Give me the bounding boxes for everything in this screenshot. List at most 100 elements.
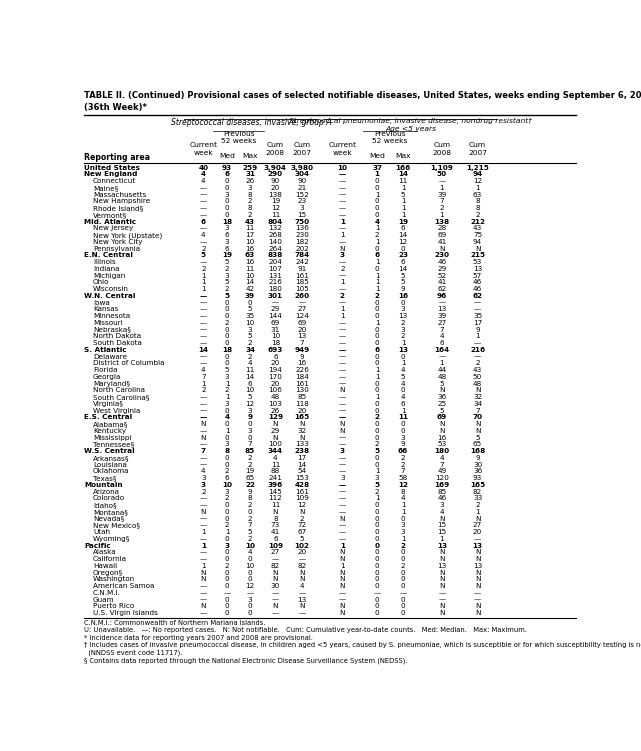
Text: 5: 5 — [401, 279, 405, 285]
Text: —: — — [339, 320, 346, 326]
Text: 131: 131 — [269, 273, 282, 279]
Text: 34: 34 — [245, 347, 255, 353]
Text: (NNDSS event code 11717).: (NNDSS event code 11717). — [84, 650, 183, 656]
Text: 0: 0 — [225, 306, 229, 312]
Text: North Dakota: North Dakota — [93, 333, 141, 339]
Text: —: — — [200, 496, 207, 502]
Text: 16: 16 — [246, 246, 254, 252]
Text: —: — — [200, 313, 207, 319]
Text: Guam: Guam — [93, 597, 115, 602]
Text: 112: 112 — [269, 496, 282, 502]
Text: 0: 0 — [375, 536, 379, 542]
Text: 103: 103 — [269, 401, 282, 407]
Text: —: — — [399, 590, 406, 596]
Text: 4: 4 — [375, 219, 379, 225]
Text: 32: 32 — [473, 394, 482, 400]
Text: N: N — [340, 246, 345, 252]
Text: 93: 93 — [473, 475, 482, 481]
Text: 75: 75 — [473, 232, 482, 238]
Text: N: N — [439, 246, 444, 252]
Text: 5: 5 — [225, 367, 229, 373]
Text: 2: 2 — [201, 266, 206, 272]
Text: 3: 3 — [340, 252, 345, 258]
Text: Nebraska§: Nebraska§ — [93, 327, 131, 333]
Text: —: — — [200, 590, 207, 596]
Text: 12: 12 — [271, 205, 280, 211]
Text: 107: 107 — [269, 266, 282, 272]
Text: —: — — [474, 354, 481, 360]
Text: 26: 26 — [246, 178, 254, 184]
Text: 17: 17 — [297, 455, 307, 461]
Text: 50: 50 — [473, 374, 482, 380]
Text: 2: 2 — [300, 516, 304, 522]
Text: N: N — [475, 556, 480, 562]
Text: 85: 85 — [437, 489, 446, 495]
Text: N: N — [299, 421, 305, 427]
Text: 0: 0 — [401, 603, 405, 609]
Text: 1: 1 — [225, 428, 229, 434]
Text: 3: 3 — [401, 327, 405, 333]
Text: N: N — [439, 603, 444, 609]
Text: 2008: 2008 — [266, 149, 285, 155]
Text: New Hampshire: New Hampshire — [93, 198, 150, 204]
Text: 3: 3 — [247, 185, 253, 191]
Text: 63: 63 — [473, 192, 482, 198]
Text: 0: 0 — [247, 570, 253, 576]
Text: 3: 3 — [225, 192, 229, 198]
Text: 216: 216 — [470, 347, 485, 353]
Text: 1: 1 — [375, 279, 379, 285]
Text: 14: 14 — [399, 266, 408, 272]
Text: —: — — [272, 300, 279, 306]
Text: 7: 7 — [247, 523, 253, 529]
Text: 12: 12 — [473, 178, 482, 184]
Text: 14: 14 — [246, 279, 254, 285]
Text: 2: 2 — [225, 563, 229, 569]
Text: 215: 215 — [470, 252, 485, 258]
Text: 2: 2 — [375, 442, 379, 448]
Text: 2: 2 — [401, 563, 405, 569]
Text: 57: 57 — [473, 273, 482, 279]
Text: 7: 7 — [201, 374, 206, 380]
Text: E.N. Central: E.N. Central — [84, 252, 133, 258]
Text: 20: 20 — [297, 550, 307, 556]
Text: N: N — [439, 610, 444, 616]
Text: 13: 13 — [437, 543, 447, 549]
Text: N: N — [439, 388, 444, 394]
Text: 268: 268 — [269, 232, 282, 238]
Text: 82: 82 — [297, 563, 307, 569]
Text: 241: 241 — [269, 475, 282, 481]
Text: 29: 29 — [271, 306, 280, 312]
Text: 6: 6 — [440, 340, 444, 346]
Text: —: — — [200, 442, 207, 448]
Text: 2: 2 — [247, 212, 253, 218]
Text: 82: 82 — [473, 489, 482, 495]
Text: —: — — [339, 286, 346, 292]
Text: 63: 63 — [245, 252, 255, 258]
Text: 43: 43 — [473, 225, 482, 231]
Text: W.S. Central: W.S. Central — [84, 448, 135, 454]
Text: 6: 6 — [273, 354, 278, 360]
Text: 7: 7 — [440, 198, 444, 204]
Text: Arkansas§: Arkansas§ — [93, 455, 129, 461]
Text: 0: 0 — [375, 205, 379, 211]
Text: 69: 69 — [271, 320, 280, 326]
Text: Utah: Utah — [93, 529, 110, 535]
Text: 3,904: 3,904 — [264, 164, 287, 170]
Text: 14: 14 — [246, 374, 254, 380]
Text: Rhode Island§: Rhode Island§ — [93, 205, 144, 211]
Text: 3: 3 — [201, 475, 206, 481]
Text: —: — — [200, 333, 207, 339]
Text: 39: 39 — [437, 313, 446, 319]
Text: 3: 3 — [225, 489, 229, 495]
Text: 41: 41 — [437, 239, 446, 245]
Text: —: — — [339, 502, 346, 508]
Text: 1: 1 — [201, 381, 206, 387]
Text: 21: 21 — [297, 185, 307, 191]
Text: 48: 48 — [271, 394, 280, 400]
Text: 0: 0 — [401, 550, 405, 556]
Text: N: N — [272, 603, 278, 609]
Text: 0: 0 — [225, 198, 229, 204]
Text: —: — — [200, 239, 207, 245]
Text: N: N — [299, 435, 305, 441]
Text: 4: 4 — [224, 415, 229, 421]
